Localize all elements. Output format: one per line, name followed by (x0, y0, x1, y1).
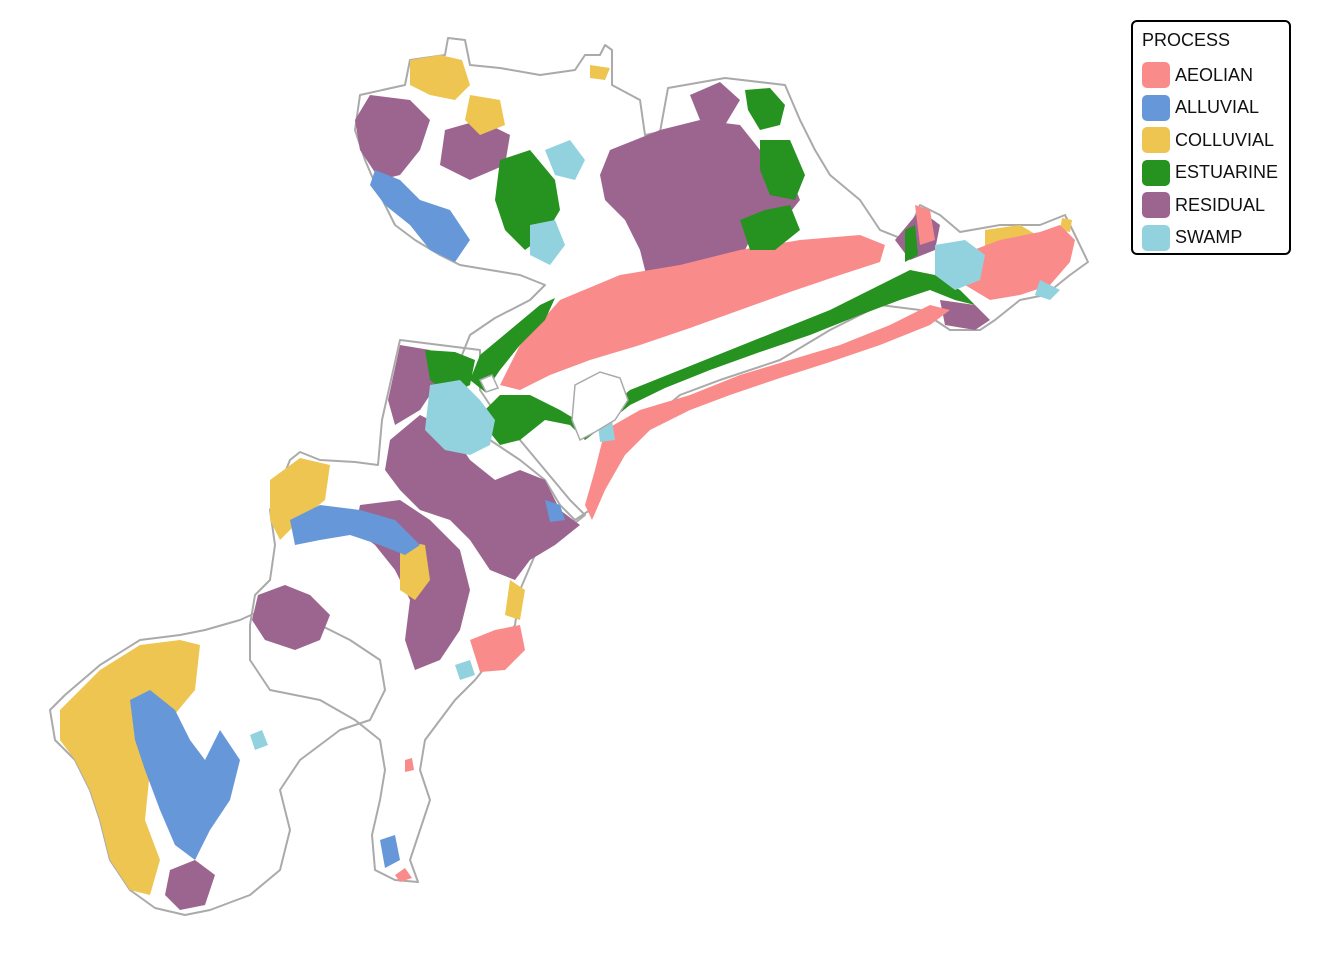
estuarine-areas (425, 88, 975, 445)
legend-item-swamp: SWAMP (1141, 222, 1289, 255)
legend-label: RESIDUAL (1175, 194, 1266, 215)
legend-item-aeolian: AEOLIAN (1141, 59, 1289, 92)
legend-items: AEOLIAN ALLUVIAL COLLUVIAL ESTUARINE RESIDUA… (1141, 59, 1289, 254)
legend-label: ESTUARINE (1175, 162, 1279, 183)
legend-item-estuarine: ESTUARINE (1141, 157, 1289, 190)
legend-swatch (1142, 127, 1170, 154)
legend-label: ALLUVIAL (1175, 97, 1260, 118)
legend-label: COLLUVIAL (1175, 129, 1275, 150)
alluvial-areas (130, 170, 565, 868)
legend-label: SWAMP (1175, 227, 1243, 248)
legend-swatch (1142, 192, 1170, 219)
legend-swatch (1142, 224, 1170, 251)
swamp-areas (250, 140, 1060, 750)
legend-item-colluvial: COLLUVIAL (1141, 124, 1289, 157)
residual-areas (165, 82, 990, 910)
legend-swatch (1142, 62, 1170, 89)
legend-title: PROCESS (1142, 30, 1231, 50)
water-bodies (478, 371, 629, 442)
map-legend: PROCESS AEOLIAN ALLUVIAL COLLUVIAL ESTUARIN… (1131, 20, 1291, 255)
boundary-middle-block (249, 339, 586, 883)
legend-label: AEOLIAN (1175, 64, 1254, 85)
legend-item-residual: RESIDUAL (1141, 189, 1289, 222)
legend-swatch (1142, 94, 1170, 121)
legend-swatch (1142, 159, 1170, 186)
legend-item-alluvial: ALLUVIAL (1141, 92, 1289, 125)
aeolian-areas (395, 205, 1075, 882)
